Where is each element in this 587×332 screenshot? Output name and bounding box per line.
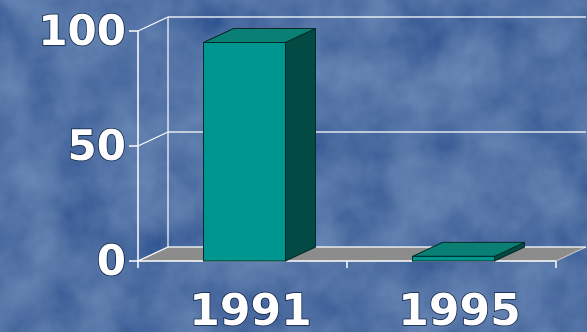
y-tick-label-0: 0 — [97, 236, 126, 285]
y-tick-label-100: 100 — [38, 6, 126, 55]
x-tick-label-1991: 1991 — [189, 285, 311, 332]
side-gridline-100 — [137, 16, 169, 32]
bar-1995 — [412, 255, 495, 262]
side-gridline-50 — [137, 131, 169, 147]
side-gridline-0 — [137, 246, 169, 262]
bar-1991 — [203, 42, 286, 262]
y-tick-label-50: 50 — [68, 121, 126, 170]
bar-side-1991 — [285, 27, 316, 262]
x-tick-label-1995: 1995 — [398, 285, 520, 332]
